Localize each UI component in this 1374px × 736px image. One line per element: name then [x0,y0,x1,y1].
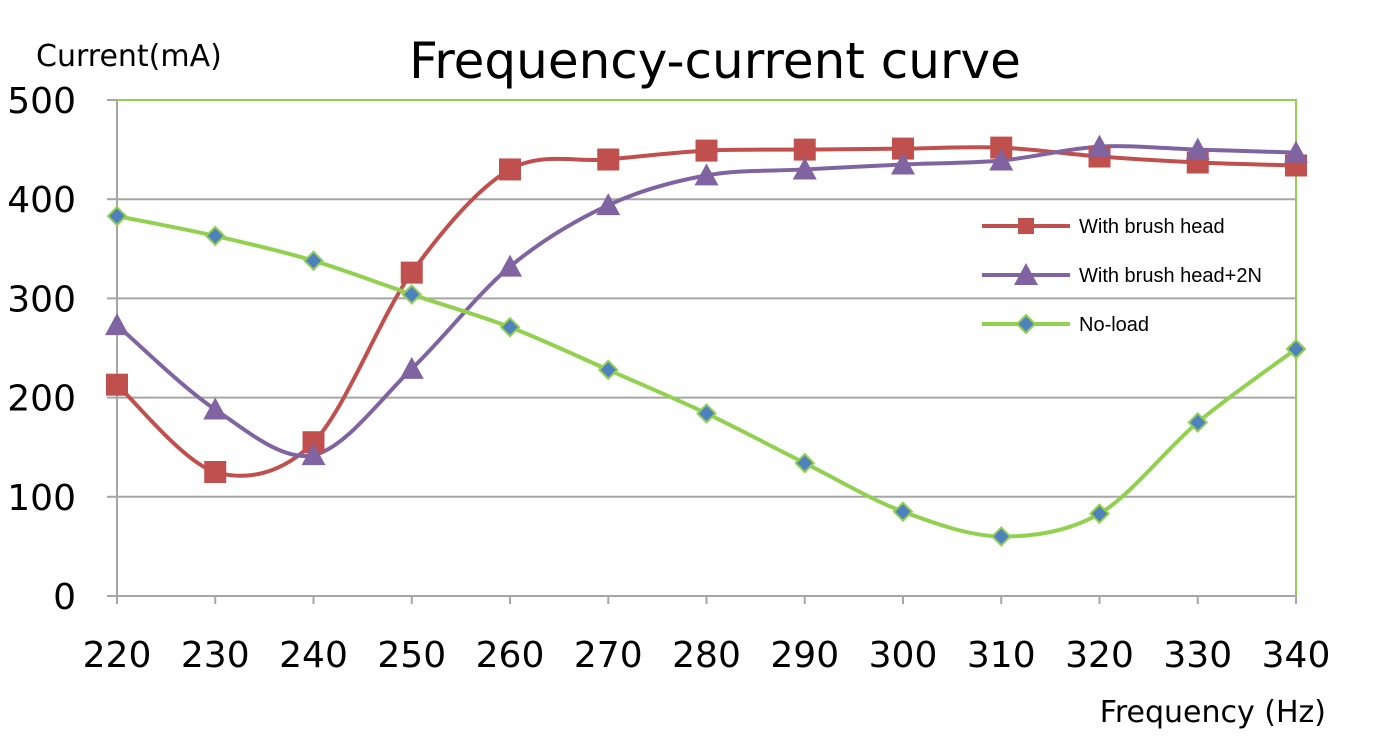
data-point-series-2 [792,157,817,180]
legend-marker-3 [1015,313,1037,335]
data-point-series-2 [596,193,621,216]
data-point-series-2 [301,443,326,466]
x-tick-label: 340 [1262,635,1331,676]
data-point-series-1 [302,431,325,454]
y-tick-label: 500 [7,81,76,122]
x-tick-label: 270 [574,635,643,676]
data-point-series-1 [695,139,718,162]
data-point-series-2 [989,148,1014,171]
x-tick-label: 260 [476,635,545,676]
tick-labels: 0 100 200 300 400 500 220 230 240 250 260 270 280 290… [7,81,1330,676]
legend-label-1: With brush head [1079,216,1225,238]
data-point-series-1 [400,261,423,284]
data-point-series-3 [794,452,816,474]
data-point-series-3 [303,250,324,272]
data-point-series-2 [1284,140,1308,163]
data-point-series-1 [990,136,1013,159]
y-tick-label: 300 [7,279,76,320]
series-lines [115,144,1298,539]
y-tick-label: 0 [53,577,76,618]
data-point-series-3 [204,225,226,247]
x-tick-label: 320 [1065,635,1134,676]
data-point-series-3 [106,205,128,227]
data-point-series-1 [892,137,914,160]
data-point-series-3 [499,316,521,338]
legend-label-2: With brush head+2N [1079,265,1262,287]
legend: With brush head With brush head+2N No-load [982,216,1262,336]
data-point-series-3 [990,526,1012,547]
axes [107,99,1297,604]
y-tick-label: 200 [7,379,76,420]
data-point-series-3 [401,284,423,305]
data-point-series-3 [696,403,717,424]
x-tick-label: 310 [967,635,1036,676]
data-point-series-2 [203,397,228,420]
x-axis-label: Frequency (Hz) [1100,695,1326,730]
data-point-series-2 [1185,137,1210,160]
series-markers [105,134,1308,547]
data-point-series-2 [1087,134,1112,157]
data-point-series-3 [1187,411,1209,433]
chart-title: Frequency-current curve [409,32,1021,90]
x-tick-label: 290 [770,635,839,676]
x-tick-label: 300 [869,635,938,676]
x-tick-label: 220 [83,635,152,676]
data-point-series-2 [498,254,522,277]
data-point-series-3 [1089,503,1110,525]
y-axis-label: Current(mA) [36,39,222,74]
x-tick-label: 240 [279,635,348,676]
legend-label-3: No-load [1079,314,1149,336]
x-tick-label: 330 [1163,635,1232,676]
legend-marker-2 [1014,263,1038,285]
y-tick-label: 400 [7,180,76,221]
data-point-series-1 [597,148,620,171]
y-tick-label: 100 [7,478,76,519]
data-point-series-2 [694,163,719,186]
data-point-series-1 [204,461,227,483]
data-point-series-2 [891,152,915,175]
plot-area-border [117,99,1297,596]
data-point-series-3 [892,501,914,523]
data-point-series-1 [793,138,816,161]
data-point-series-1 [106,373,128,396]
legend-marker-1 [1018,218,1034,234]
x-tick-label: 280 [672,635,741,676]
data-point-series-2 [399,356,424,379]
data-point-series-1 [499,158,521,181]
data-point-series-3 [597,359,619,381]
data-point-series-2 [105,313,129,336]
x-tick-label: 250 [377,635,446,676]
x-tick-label: 230 [181,635,250,676]
series-line-1 [115,145,1297,478]
data-point-series-3 [1285,338,1307,360]
